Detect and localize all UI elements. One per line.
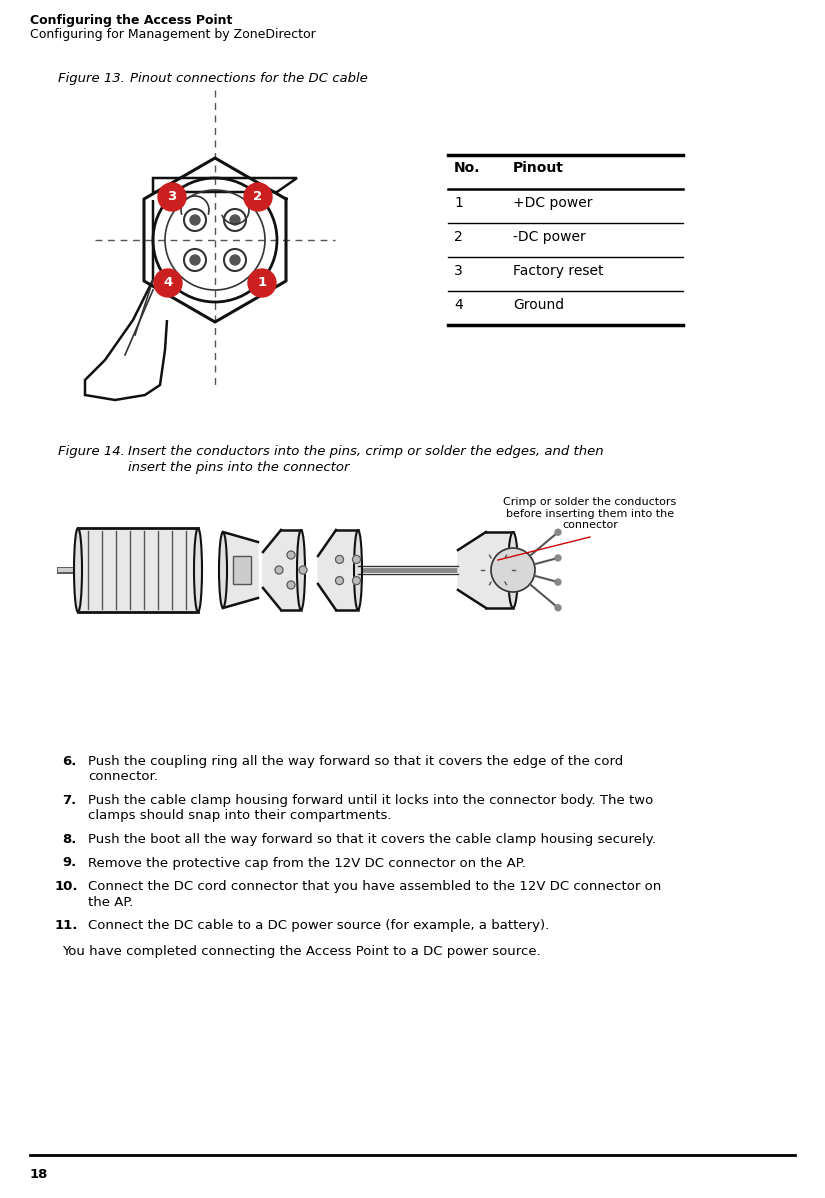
Circle shape [230, 255, 240, 265]
Text: 8.: 8. [62, 833, 77, 846]
Circle shape [190, 255, 200, 265]
Polygon shape [263, 530, 281, 610]
Text: Push the boot all the way forward so that it covers the cable clamp housing secu: Push the boot all the way forward so tha… [88, 833, 656, 846]
Ellipse shape [297, 530, 305, 610]
Ellipse shape [508, 532, 518, 609]
Text: 18: 18 [30, 1168, 49, 1181]
Text: No.: No. [454, 161, 480, 175]
Text: -DC power: -DC power [513, 230, 586, 244]
Text: the AP.: the AP. [88, 895, 134, 908]
Polygon shape [318, 530, 336, 610]
Text: Figure 14.: Figure 14. [58, 444, 125, 458]
Circle shape [491, 547, 535, 592]
Text: +DC power: +DC power [513, 196, 592, 210]
Text: 2: 2 [454, 230, 463, 244]
Circle shape [352, 556, 361, 563]
Text: 2: 2 [253, 190, 262, 204]
Circle shape [336, 576, 343, 585]
Circle shape [275, 565, 283, 574]
Circle shape [336, 556, 343, 563]
Text: Connect the DC cable to a DC power source (for example, a battery).: Connect the DC cable to a DC power sourc… [88, 919, 549, 932]
Circle shape [555, 530, 561, 536]
Circle shape [555, 579, 561, 585]
Text: Configuring the Access Point: Configuring the Access Point [30, 14, 233, 28]
Text: 6.: 6. [62, 755, 77, 768]
Text: 3: 3 [454, 264, 463, 278]
Bar [233, 556, 251, 583]
Text: Remove the protective cap from the 12V DC connector on the AP.: Remove the protective cap from the 12V D… [88, 857, 526, 870]
Text: Pinout connections for the DC cable: Pinout connections for the DC cable [130, 72, 368, 85]
Text: Push the cable clamp housing forward until it locks into the connector body. The: Push the cable clamp housing forward unt… [88, 794, 653, 807]
Circle shape [158, 183, 186, 211]
Text: Insert the conductors into the pins, crimp or solder the edges, and then: Insert the conductors into the pins, cri… [128, 444, 604, 458]
Circle shape [248, 270, 276, 297]
Text: Connect the DC cord connector that you have assembled to the 12V DC connector on: Connect the DC cord connector that you h… [88, 881, 662, 893]
Ellipse shape [354, 530, 362, 610]
Text: Ground: Ground [513, 298, 564, 311]
Text: 4: 4 [454, 298, 463, 311]
Polygon shape [78, 528, 198, 612]
Circle shape [287, 581, 295, 589]
Text: Push the coupling ring all the way forward so that it covers the edge of the cor: Push the coupling ring all the way forwa… [88, 755, 623, 768]
Circle shape [230, 214, 240, 225]
Polygon shape [223, 532, 258, 609]
Circle shape [287, 551, 295, 559]
Ellipse shape [219, 532, 227, 609]
Text: 10.: 10. [55, 881, 78, 893]
Polygon shape [336, 530, 358, 610]
Circle shape [154, 270, 182, 297]
Polygon shape [458, 532, 486, 609]
Circle shape [555, 555, 561, 561]
Text: 1: 1 [257, 277, 266, 290]
Text: clamps should snap into their compartments.: clamps should snap into their compartmen… [88, 810, 392, 823]
Text: 11.: 11. [55, 919, 78, 932]
Text: Crimp or solder the conductors
before inserting them into the
connector: Crimp or solder the conductors before in… [503, 497, 676, 531]
Circle shape [190, 214, 200, 225]
Ellipse shape [74, 528, 82, 612]
Text: 4: 4 [163, 277, 172, 290]
Polygon shape [486, 532, 513, 609]
Text: 3: 3 [167, 190, 177, 204]
Text: You have completed connecting the Access Point to a DC power source.: You have completed connecting the Access… [62, 944, 540, 957]
Text: Configuring for Management by ZoneDirector: Configuring for Management by ZoneDirect… [30, 28, 316, 41]
Text: insert the pins into the connector: insert the pins into the connector [128, 461, 350, 474]
Text: Factory reset: Factory reset [513, 264, 604, 278]
Polygon shape [281, 530, 301, 610]
Circle shape [244, 183, 272, 211]
Circle shape [555, 605, 561, 611]
Bar [233, 556, 251, 583]
Circle shape [352, 576, 361, 585]
Text: Figure 13.: Figure 13. [58, 72, 125, 85]
Text: Pinout: Pinout [513, 161, 563, 175]
Text: 9.: 9. [62, 857, 76, 870]
Ellipse shape [194, 528, 202, 612]
Text: connector.: connector. [88, 770, 158, 783]
Text: 1: 1 [454, 196, 463, 210]
Circle shape [299, 565, 307, 574]
Text: 7.: 7. [62, 794, 76, 807]
